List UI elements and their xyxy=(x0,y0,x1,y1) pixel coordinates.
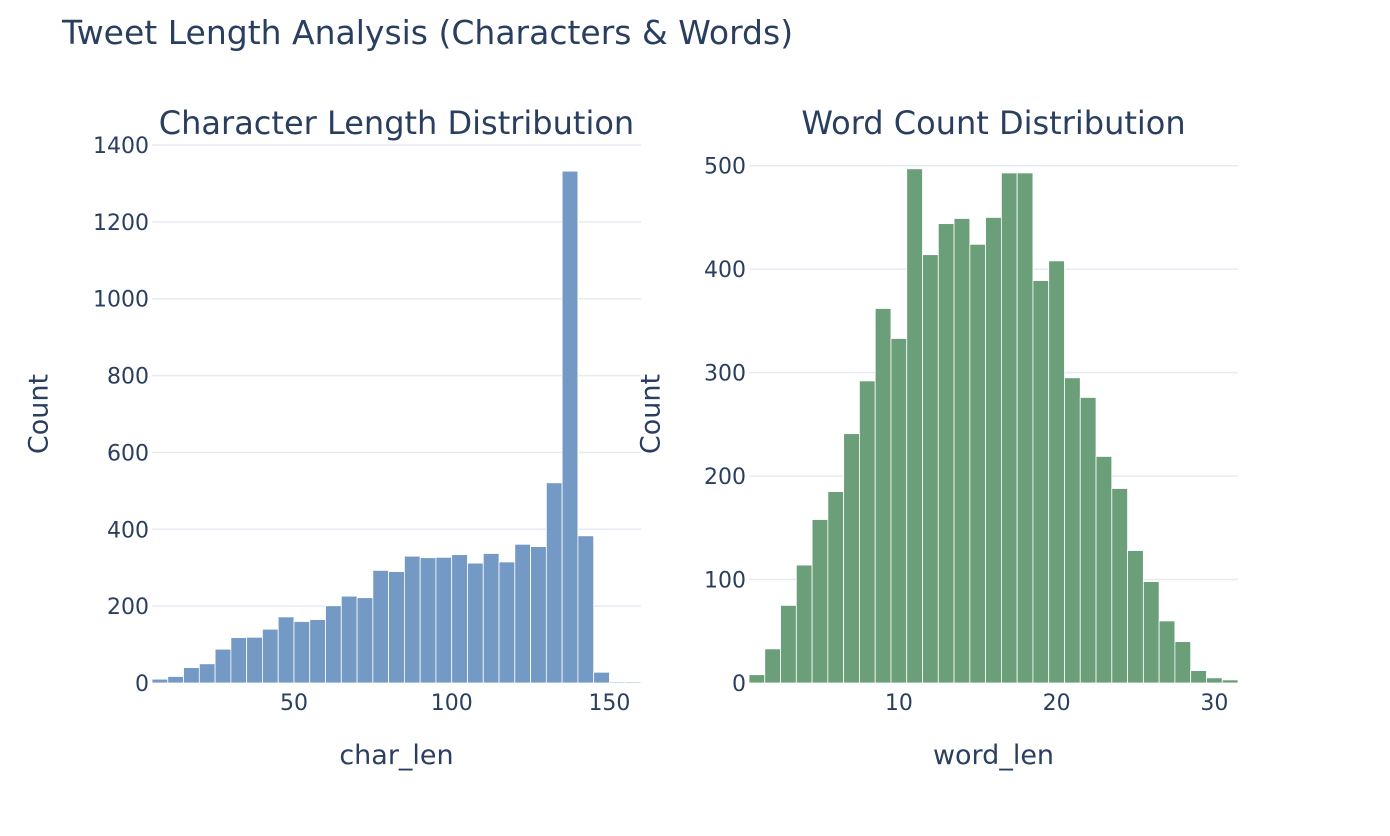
histogram-bar xyxy=(1158,620,1176,684)
histogram-bar xyxy=(435,556,453,684)
y-tick-label: 0 xyxy=(135,672,149,697)
character-length-panel: 0 200 400 600 800 1000 1200 1400 50 100 150 Charact… xyxy=(24,104,642,771)
x-tick-label: 50 xyxy=(280,691,308,716)
histogram-bar xyxy=(953,218,971,684)
histogram-bar xyxy=(325,605,342,684)
chart-title: Tweet Length Analysis (Characters & Word… xyxy=(61,13,793,52)
histogram-bar xyxy=(403,555,421,684)
y-tick-label: 400 xyxy=(704,258,746,283)
y-tick-label: 800 xyxy=(107,365,149,390)
histogram-bar xyxy=(530,546,547,684)
histogram-bar xyxy=(1142,581,1160,684)
histogram-bar xyxy=(467,562,484,684)
y-tick-label: 1400 xyxy=(93,134,149,159)
x-axis-label: char_len xyxy=(339,740,453,771)
histogram-bar xyxy=(874,308,892,684)
y-tick-label: 300 xyxy=(704,362,746,387)
subplot-title: Character Length Distribution xyxy=(159,104,634,142)
histogram-bar xyxy=(937,223,955,684)
histogram-bar xyxy=(340,595,358,684)
histogram-bar xyxy=(293,621,311,684)
histogram-bar xyxy=(262,628,279,684)
histogram-bar xyxy=(1064,377,1081,684)
x-tick-label: 10 xyxy=(885,691,913,716)
histogram-bar xyxy=(372,570,390,684)
histogram-bar xyxy=(214,648,232,684)
histogram-bar xyxy=(309,619,326,684)
x-tick-label: 20 xyxy=(1043,691,1071,716)
histogram-bar xyxy=(151,678,169,684)
y-tick-label: 400 xyxy=(107,518,149,543)
histogram-bar xyxy=(1174,641,1192,684)
histogram-bar xyxy=(859,380,876,684)
y-tick-label: 0 xyxy=(732,672,746,697)
histogram-bar xyxy=(1111,488,1128,684)
histogram-bar xyxy=(843,433,860,684)
subplot-title: Word Count Distribution xyxy=(801,104,1185,142)
histogram-bar xyxy=(922,254,939,684)
y-tick-label: 500 xyxy=(704,155,746,180)
y-tick-label: 100 xyxy=(704,569,746,594)
histogram-bar xyxy=(624,681,642,684)
histogram-bar xyxy=(1016,172,1034,684)
histogram-bar xyxy=(985,217,1002,684)
x-tick-label: 100 xyxy=(431,691,473,716)
y-tick-label: 600 xyxy=(107,441,149,466)
y-axis-label: Count xyxy=(636,374,667,454)
histogram-bar xyxy=(356,597,374,684)
x-axis-label: word_len xyxy=(933,740,1054,771)
y-tick-label: 200 xyxy=(107,595,149,620)
x-tick-label: 150 xyxy=(588,691,630,716)
histogram-bar xyxy=(795,564,813,684)
histogram-bar xyxy=(890,338,908,684)
histogram-bar xyxy=(1127,550,1144,684)
word-count-panel: 0 100 200 300 400 500 10 20 30 Word Count Distrib… xyxy=(636,104,1239,771)
histogram-bar xyxy=(969,243,987,684)
histogram-bar xyxy=(780,605,797,684)
histogram-bar xyxy=(609,681,626,684)
y-axis-label: Count xyxy=(24,374,55,454)
histogram-bar xyxy=(514,543,531,684)
histogram-bar xyxy=(764,648,781,684)
histogram-bar xyxy=(545,482,563,684)
x-tick-label: 30 xyxy=(1200,691,1228,716)
histogram-bar xyxy=(1048,260,1065,684)
histogram-bar xyxy=(827,491,845,684)
histogram-bar xyxy=(1190,670,1207,684)
histogram-bar xyxy=(419,557,437,684)
histogram-bar xyxy=(183,667,200,684)
histogram-bar xyxy=(811,519,829,684)
histogram-bar xyxy=(561,170,579,684)
histogram-bar xyxy=(1032,280,1050,684)
y-tick-label: 1000 xyxy=(93,288,149,313)
histogram-bar xyxy=(593,671,610,684)
histogram-bar xyxy=(482,553,500,684)
histogram-bar xyxy=(1221,679,1239,684)
histogram-bar xyxy=(277,616,295,684)
histogram-bar xyxy=(498,561,516,684)
histogram-bar xyxy=(167,676,184,684)
histogram-bar xyxy=(577,535,595,684)
histogram-bar xyxy=(1000,172,1018,684)
histogram-bar xyxy=(1095,456,1113,684)
histogram-bar xyxy=(451,554,468,684)
histogram-bar xyxy=(198,663,216,684)
histogram-bar xyxy=(1206,677,1223,684)
histogram-bar xyxy=(906,168,923,684)
histogram-bar xyxy=(246,636,263,684)
y-tick-label: 1200 xyxy=(93,211,149,236)
histogram-bar xyxy=(1079,397,1097,684)
histogram-bar xyxy=(748,674,766,684)
histogram-bar xyxy=(388,571,405,684)
histogram-bar xyxy=(230,637,248,684)
y-tick-label: 200 xyxy=(704,465,746,490)
